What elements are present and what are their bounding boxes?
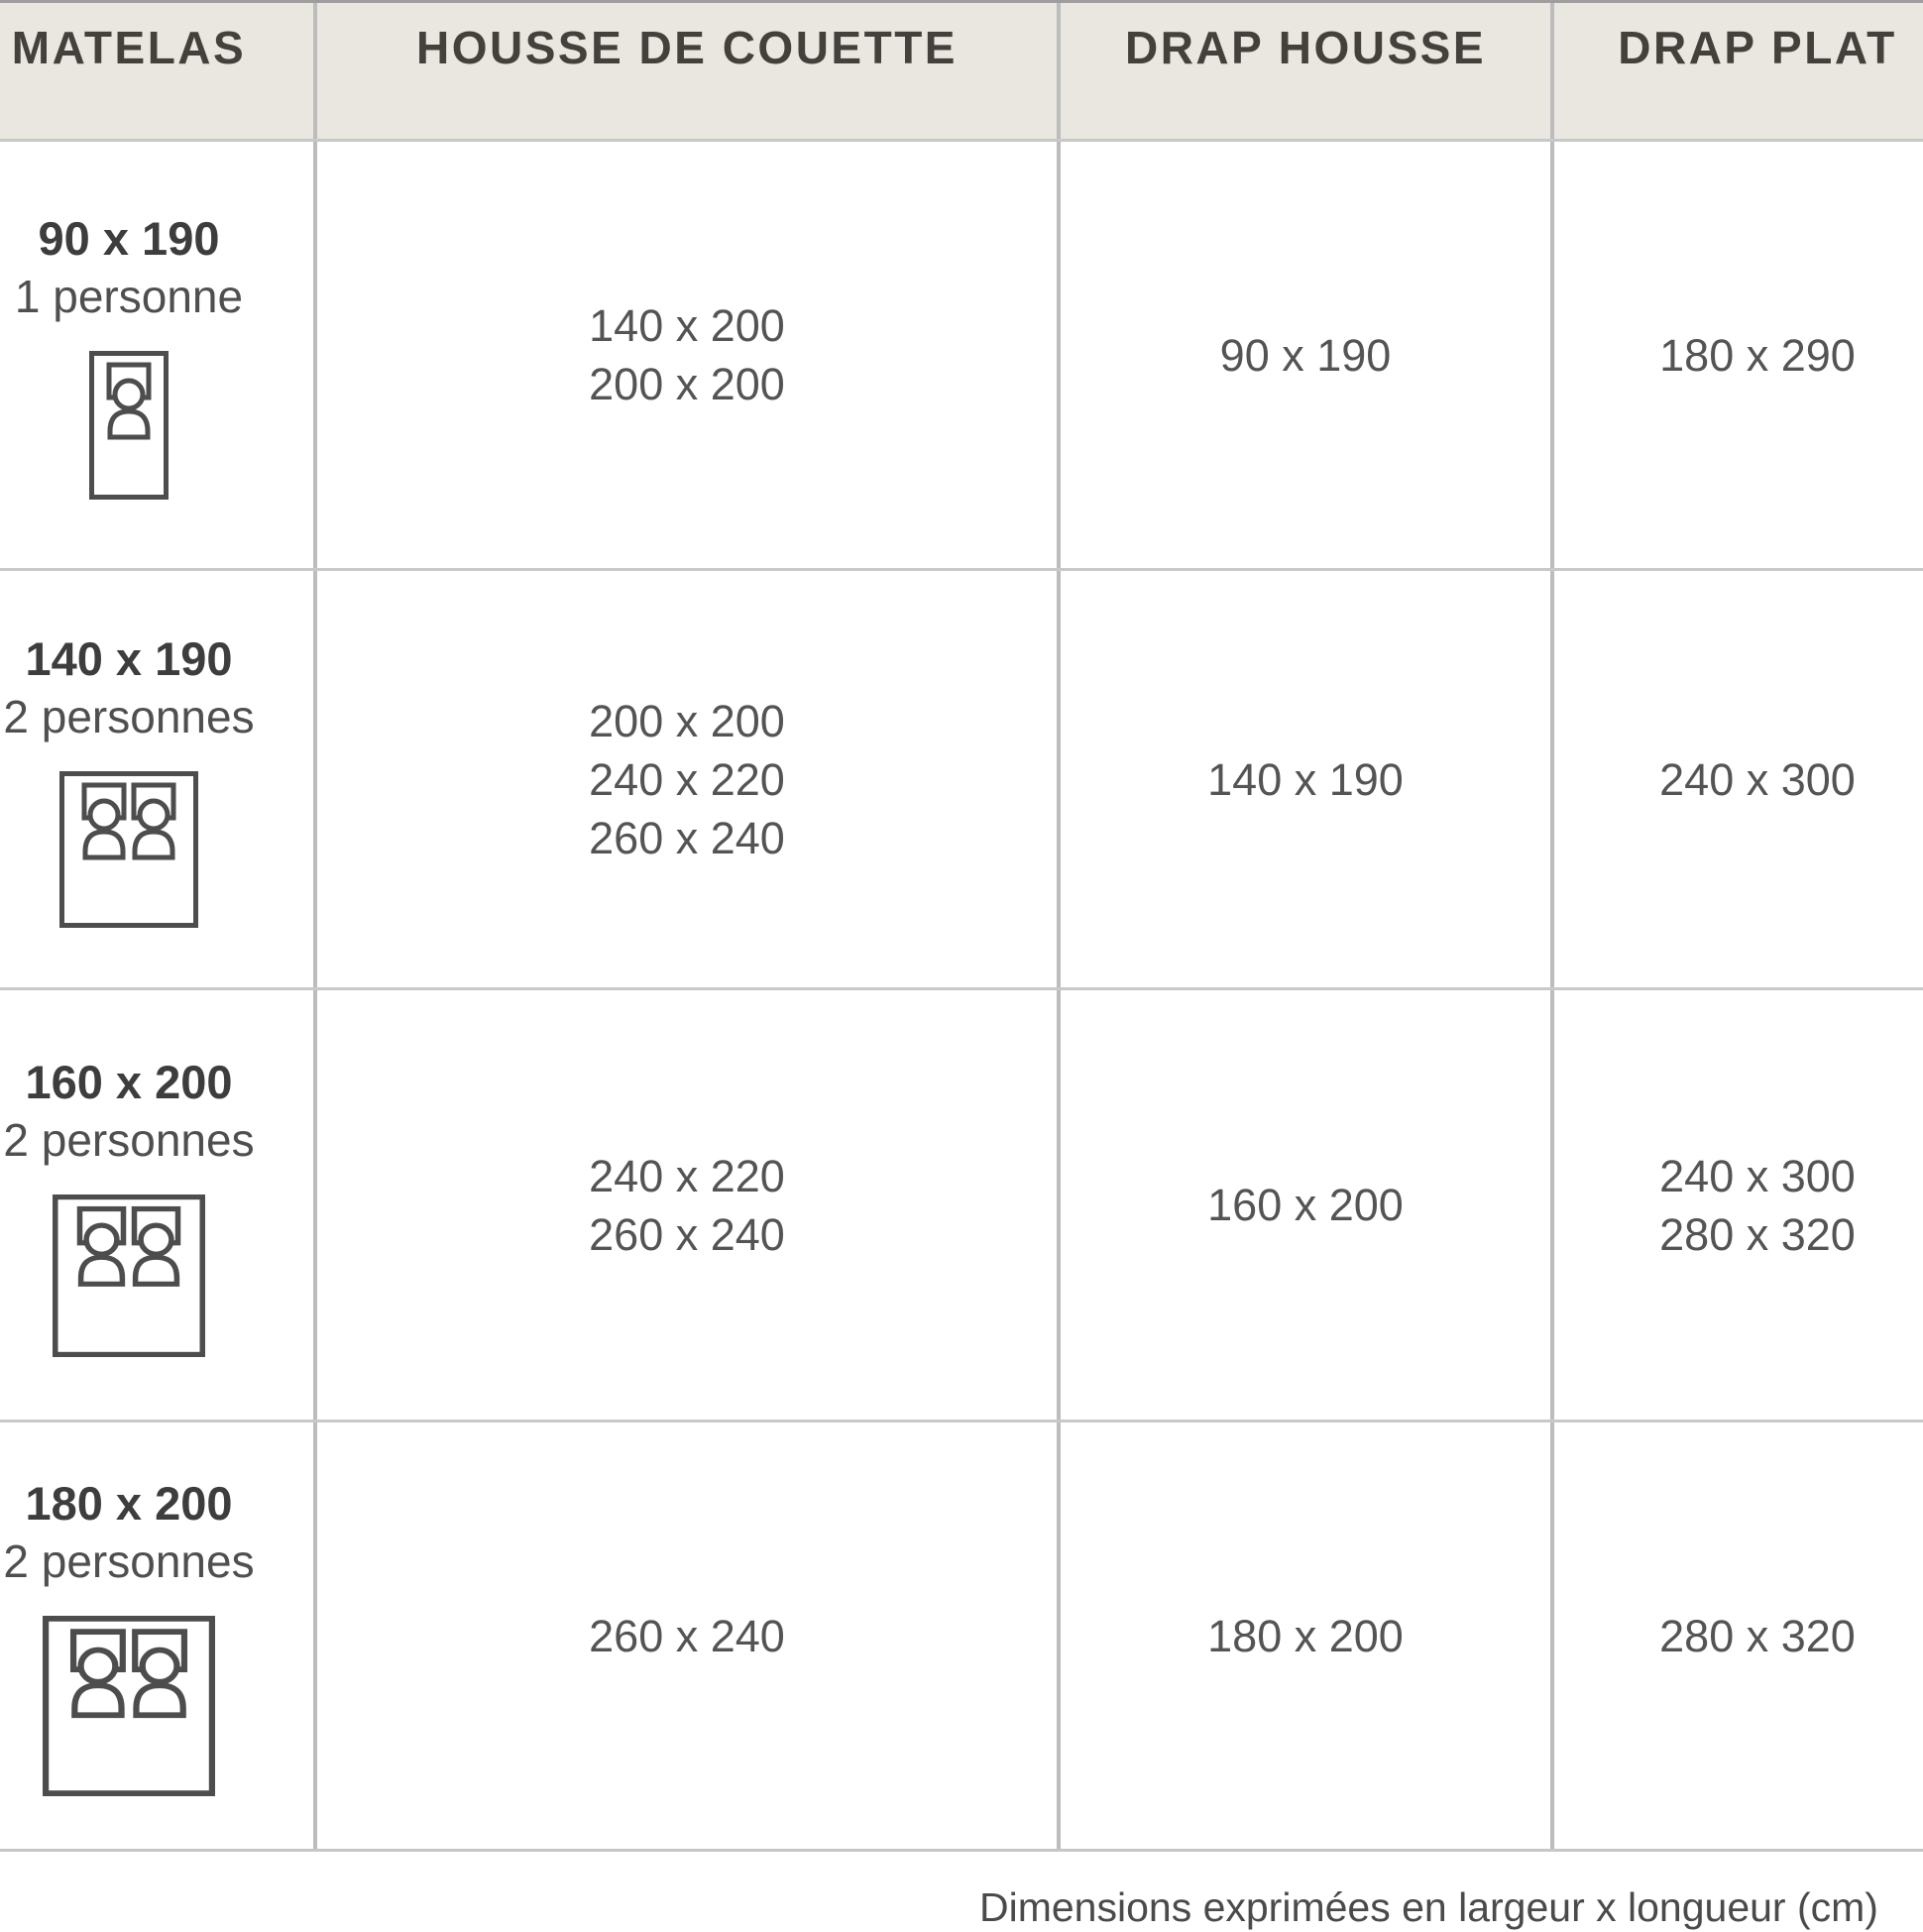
double-bed-icon [59,771,198,928]
capacity-label: 2 personnes [3,1535,255,1587]
capacity-label: 2 personnes [3,1113,255,1166]
capacity-label: 1 personne [14,271,244,322]
mattress-size-label: 180 x 200 [25,1477,233,1530]
header-label-drap-plat: DRAP PLAT [1618,22,1897,73]
duvet-cover-sizes: 200 x 200 240 x 220 260 x 240 [589,695,785,863]
housse-de-couette-cell: 260 x 240 [317,1422,1061,1849]
table-row: 180 x 200 2 personnes 260 x 240 180 x 20… [0,1422,1923,1852]
housse-de-couette-cell: 240 x 220 260 x 240 [317,990,1061,1420]
flat-sheet-sizes: 240 x 300 [1659,753,1856,805]
fitted-sheet-sizes: 160 x 200 [1207,1180,1404,1230]
table-row: 160 x 200 2 personnes 240 x 220 260 x 24… [0,990,1923,1422]
housse-de-couette-cell: 140 x 200 200 x 200 [317,142,1061,568]
matelas-cell: 90 x 190 1 personne [0,142,317,568]
header-cell-matelas: MATELAS [0,3,317,139]
header-label-housse-de-couette: HOUSSE DE COUETTE [415,22,958,73]
mattress-size-label: 90 x 190 [38,212,220,265]
header-cell-drap-plat: DRAP PLAT [1554,3,1923,139]
double-bed-icon [43,1616,215,1796]
header-cell-drap-housse: DRAP HOUSSE [1061,3,1554,139]
header-label-drap-housse: DRAP HOUSSE [1124,22,1487,73]
drap-housse-cell: 180 x 200 [1061,1422,1554,1849]
double-bed-icon [53,1193,205,1357]
drap-housse-cell: 160 x 200 [1061,990,1554,1420]
table-row: 140 x 190 2 personnes 200 x 200 240 x 22… [0,571,1923,990]
matelas-cell: 180 x 200 2 personnes [0,1422,317,1849]
mattress-size-label: 140 x 190 [25,632,233,685]
drap-plat-cell: 180 x 290 [1554,142,1923,568]
flat-sheet-sizes: 240 x 300 280 x 320 [1659,1150,1856,1260]
matelas-cell: 160 x 200 2 personnes [0,990,317,1420]
duvet-cover-sizes: 240 x 220 260 x 240 [589,1150,785,1260]
drap-plat-cell: 240 x 300 [1554,571,1923,987]
drap-housse-cell: 90 x 190 [1061,142,1554,568]
capacity-label: 2 personnes [3,691,255,742]
header-label-matelas: MATELAS [11,22,247,73]
fitted-sheet-sizes: 90 x 190 [1219,329,1392,381]
table-row: 90 x 190 1 personne 140 x 200 200 x 200 … [0,142,1923,571]
mattress-size-label: 160 x 200 [25,1055,233,1108]
duvet-cover-sizes: 260 x 240 [589,1610,785,1661]
drap-housse-cell: 140 x 190 [1061,571,1554,987]
duvet-cover-sizes: 140 x 200 200 x 200 [589,300,785,409]
single-bed-icon [89,351,169,500]
size-guide-table: MATELAS HOUSSE DE COUETTE DRAP HOUSSE DR… [0,0,1923,1852]
drap-plat-cell: 280 x 320 [1554,1422,1923,1849]
drap-plat-cell: 240 x 300 280 x 320 [1554,990,1923,1420]
table-header-row: MATELAS HOUSSE DE COUETTE DRAP HOUSSE DR… [0,3,1923,142]
fitted-sheet-sizes: 140 x 190 [1207,753,1404,805]
flat-sheet-sizes: 280 x 320 [1659,1610,1856,1661]
dimensions-note: Dimensions exprimées en largeur x longue… [979,1884,1878,1930]
fitted-sheet-sizes: 180 x 200 [1207,1610,1404,1661]
matelas-cell: 140 x 190 2 personnes [0,571,317,987]
flat-sheet-sizes: 180 x 290 [1659,329,1856,381]
header-cell-housse-de-couette: HOUSSE DE COUETTE [317,3,1061,139]
housse-de-couette-cell: 200 x 200 240 x 220 260 x 240 [317,571,1061,987]
